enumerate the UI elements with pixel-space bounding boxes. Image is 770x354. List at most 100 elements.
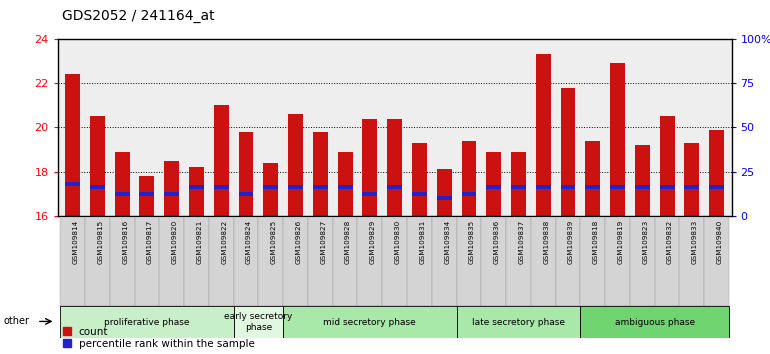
Bar	[363, 192, 377, 196]
Bar	[357, 216, 382, 306]
Legend: count, percentile rank within the sample: count, percentile rank within the sample	[63, 327, 254, 349]
Bar	[581, 306, 729, 338]
Bar	[338, 185, 353, 189]
Bar	[457, 216, 481, 306]
Bar	[407, 216, 432, 306]
Text: GSM109815: GSM109815	[97, 219, 103, 264]
Text: GSM109824: GSM109824	[246, 219, 252, 264]
Bar	[585, 141, 601, 216]
Bar	[90, 185, 105, 189]
Bar	[610, 63, 625, 216]
Bar	[511, 152, 526, 216]
Bar	[60, 216, 85, 306]
Bar	[531, 216, 556, 306]
Bar	[283, 216, 308, 306]
Text: GSM109838: GSM109838	[544, 219, 549, 264]
Bar	[135, 216, 159, 306]
Bar	[536, 55, 551, 216]
Bar	[412, 143, 427, 216]
Bar	[263, 185, 278, 189]
Bar	[239, 192, 253, 196]
Bar	[288, 185, 303, 189]
Text: mid secretory phase: mid secretory phase	[323, 318, 417, 327]
Bar	[561, 88, 575, 216]
Bar	[487, 185, 501, 189]
Bar	[457, 306, 581, 338]
Bar	[605, 216, 630, 306]
Bar	[630, 216, 654, 306]
Text: late secretory phase: late secretory phase	[472, 318, 565, 327]
Bar	[481, 216, 506, 306]
Bar	[233, 216, 259, 306]
Text: GSM109837: GSM109837	[518, 219, 524, 264]
Text: proliferative phase: proliferative phase	[104, 318, 189, 327]
Bar	[164, 161, 179, 216]
Bar	[685, 185, 699, 189]
Bar	[635, 145, 650, 216]
Bar	[709, 185, 724, 189]
Bar	[90, 116, 105, 216]
Bar	[536, 185, 551, 189]
Bar	[437, 170, 451, 216]
Text: GSM109830: GSM109830	[394, 219, 400, 264]
Bar	[506, 216, 531, 306]
Bar	[65, 182, 80, 186]
Text: GSM109836: GSM109836	[494, 219, 500, 264]
Bar	[705, 216, 729, 306]
Bar	[164, 192, 179, 196]
Bar	[189, 167, 204, 216]
Bar	[654, 216, 679, 306]
Text: GSM109840: GSM109840	[717, 219, 722, 264]
Text: GSM109839: GSM109839	[568, 219, 574, 264]
Text: early secretory
phase: early secretory phase	[224, 313, 293, 332]
Bar	[115, 192, 129, 196]
Bar	[259, 216, 283, 306]
Bar	[184, 216, 209, 306]
Bar	[214, 185, 229, 189]
Bar	[85, 216, 110, 306]
Text: ambiguous phase: ambiguous phase	[614, 318, 695, 327]
Text: GSM109820: GSM109820	[172, 219, 178, 264]
Text: GSM109822: GSM109822	[221, 219, 227, 264]
Bar	[709, 130, 724, 216]
Bar	[461, 192, 477, 196]
Bar	[60, 306, 233, 338]
Text: GSM109826: GSM109826	[296, 219, 302, 264]
Bar	[679, 216, 705, 306]
Bar	[487, 152, 501, 216]
Text: GSM109825: GSM109825	[271, 219, 276, 264]
Text: GSM109816: GSM109816	[122, 219, 128, 264]
Bar	[556, 216, 581, 306]
Text: GSM109827: GSM109827	[320, 219, 326, 264]
Text: GSM109835: GSM109835	[469, 219, 475, 264]
Bar	[585, 185, 601, 189]
Bar	[581, 216, 605, 306]
Text: GSM109817: GSM109817	[147, 219, 153, 264]
Bar	[412, 192, 427, 196]
Bar	[233, 306, 283, 338]
Bar	[382, 216, 407, 306]
Bar	[313, 132, 328, 216]
Bar	[660, 185, 675, 189]
Bar	[338, 152, 353, 216]
Text: GSM109828: GSM109828	[345, 219, 351, 264]
Bar	[561, 185, 575, 189]
Text: GSM109819: GSM109819	[618, 219, 624, 264]
Bar	[660, 116, 675, 216]
Bar	[432, 216, 457, 306]
Bar	[139, 176, 154, 216]
Bar	[115, 152, 129, 216]
Bar	[511, 185, 526, 189]
Text: GSM109821: GSM109821	[196, 219, 203, 264]
Bar	[461, 141, 477, 216]
Text: GDS2052 / 241164_at: GDS2052 / 241164_at	[62, 9, 214, 23]
Bar	[437, 196, 451, 200]
Text: GSM109818: GSM109818	[593, 219, 599, 264]
Bar	[333, 216, 357, 306]
Text: GSM109823: GSM109823	[642, 219, 648, 264]
Bar	[139, 192, 154, 196]
Text: GSM109832: GSM109832	[667, 219, 673, 264]
Bar	[65, 74, 80, 216]
Bar	[610, 185, 625, 189]
Bar	[209, 216, 233, 306]
